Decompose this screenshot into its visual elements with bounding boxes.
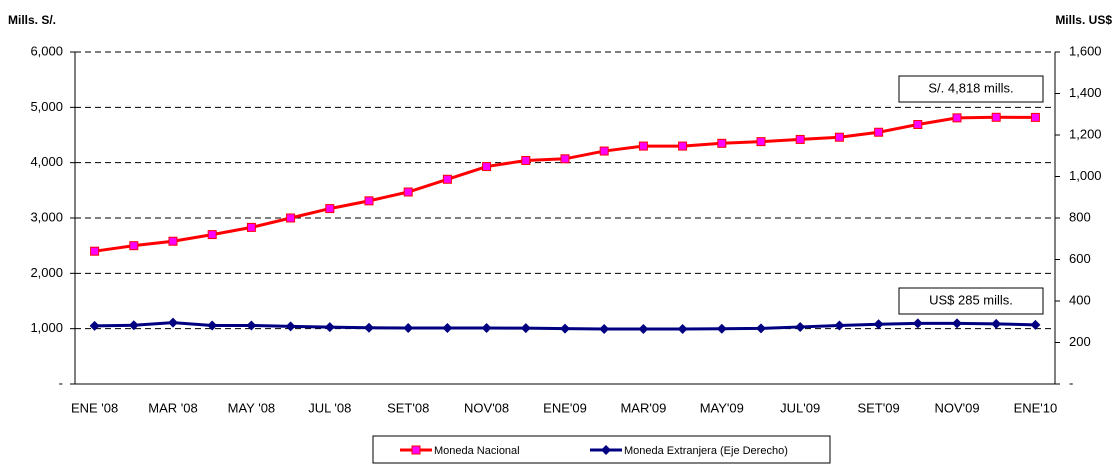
annotation: S/. 4,818 mills.	[928, 80, 1013, 95]
y2-tick-label: 800	[1069, 209, 1091, 224]
marker	[795, 134, 805, 144]
legend-label: Moneda Nacional	[434, 445, 520, 457]
marker	[285, 321, 296, 332]
marker	[521, 155, 531, 165]
x-tick-label: NOV'09	[934, 400, 979, 415]
marker	[716, 323, 727, 334]
marker	[520, 323, 531, 334]
x-tick-label: ENE'10	[1014, 400, 1058, 415]
marker	[795, 321, 806, 332]
marker	[246, 320, 257, 331]
x-tick-label: ENE '08	[71, 400, 118, 415]
marker	[168, 317, 178, 328]
legend-marker	[411, 445, 421, 455]
x-tick-label: MAR '08	[148, 400, 197, 415]
marker	[482, 162, 492, 172]
y-tick-label: -	[59, 375, 63, 390]
marker	[638, 141, 648, 151]
y2-tick-label: 1,000	[1069, 168, 1102, 183]
marker	[403, 187, 413, 197]
marker	[481, 322, 492, 333]
x-tick-label: SET'09	[857, 400, 899, 415]
x-tick-label: JUL'09	[780, 400, 820, 415]
y-axis-label: Mills. S/.	[8, 13, 56, 27]
y2-axis-label: Mills. US$	[1055, 13, 1112, 27]
x-tick-label: MAY '08	[228, 400, 276, 415]
x-tick-label: MAR'09	[620, 400, 666, 415]
marker	[207, 320, 218, 331]
marker	[991, 318, 1002, 329]
y2-tick-label: 1,600	[1069, 43, 1102, 58]
marker	[364, 322, 374, 333]
marker	[873, 319, 884, 330]
marker	[325, 204, 335, 214]
marker	[638, 324, 649, 335]
marker	[874, 127, 884, 137]
marker	[952, 113, 962, 123]
y2-tick-label: 600	[1069, 251, 1091, 266]
x-tick-label: MAY'09	[700, 400, 744, 415]
annotation: US$ 285 mills.	[929, 292, 1013, 307]
marker	[599, 146, 609, 156]
marker	[442, 322, 453, 333]
y2-tick-label: 1,400	[1069, 85, 1102, 100]
marker	[442, 174, 452, 184]
marker	[560, 323, 570, 334]
y-tick-label: 3,000	[30, 209, 63, 224]
x-tick-label: SET'08	[387, 400, 429, 415]
annotation-box	[898, 287, 1044, 315]
marker	[324, 322, 335, 333]
x-tick-label: JUL '08	[308, 400, 351, 415]
marker	[599, 324, 610, 335]
y2-tick-label: 400	[1069, 292, 1091, 307]
marker	[128, 320, 139, 331]
y2-tick-label: -	[1069, 375, 1073, 390]
marker	[913, 119, 923, 129]
marker	[991, 112, 1001, 122]
marker	[286, 213, 296, 223]
legend-label: Moneda Extranjera (Eje Derecho)	[624, 445, 788, 457]
annotation-box	[898, 75, 1044, 103]
x-tick-label: ENE'09	[543, 400, 587, 415]
marker	[89, 320, 100, 331]
marker	[168, 236, 178, 246]
marker	[717, 138, 727, 148]
marker	[677, 324, 688, 335]
marker	[207, 230, 217, 240]
marker	[364, 196, 374, 206]
marker	[90, 246, 100, 256]
marker	[756, 137, 766, 147]
y-tick-label: 6,000	[30, 43, 63, 58]
marker	[246, 222, 256, 232]
marker	[1030, 319, 1041, 330]
marker	[1030, 112, 1040, 122]
y-tick-label: 5,000	[30, 99, 63, 114]
marker	[834, 320, 845, 331]
marker	[403, 322, 414, 333]
y2-tick-label: 1,200	[1069, 126, 1102, 141]
series-line	[94, 115, 1036, 253]
marker	[560, 154, 570, 164]
y2-tick-label: 200	[1069, 334, 1091, 349]
legend-marker	[601, 445, 611, 455]
marker	[912, 318, 923, 329]
y-tick-label: 1,000	[30, 320, 63, 335]
y-tick-label: 2,000	[30, 265, 63, 280]
marker	[834, 132, 844, 142]
x-tick-label: NOV'08	[464, 400, 509, 415]
marker	[952, 318, 962, 329]
marker	[756, 323, 766, 334]
y-tick-label: 4,000	[30, 154, 63, 169]
marker	[129, 241, 139, 251]
marker	[678, 141, 688, 151]
